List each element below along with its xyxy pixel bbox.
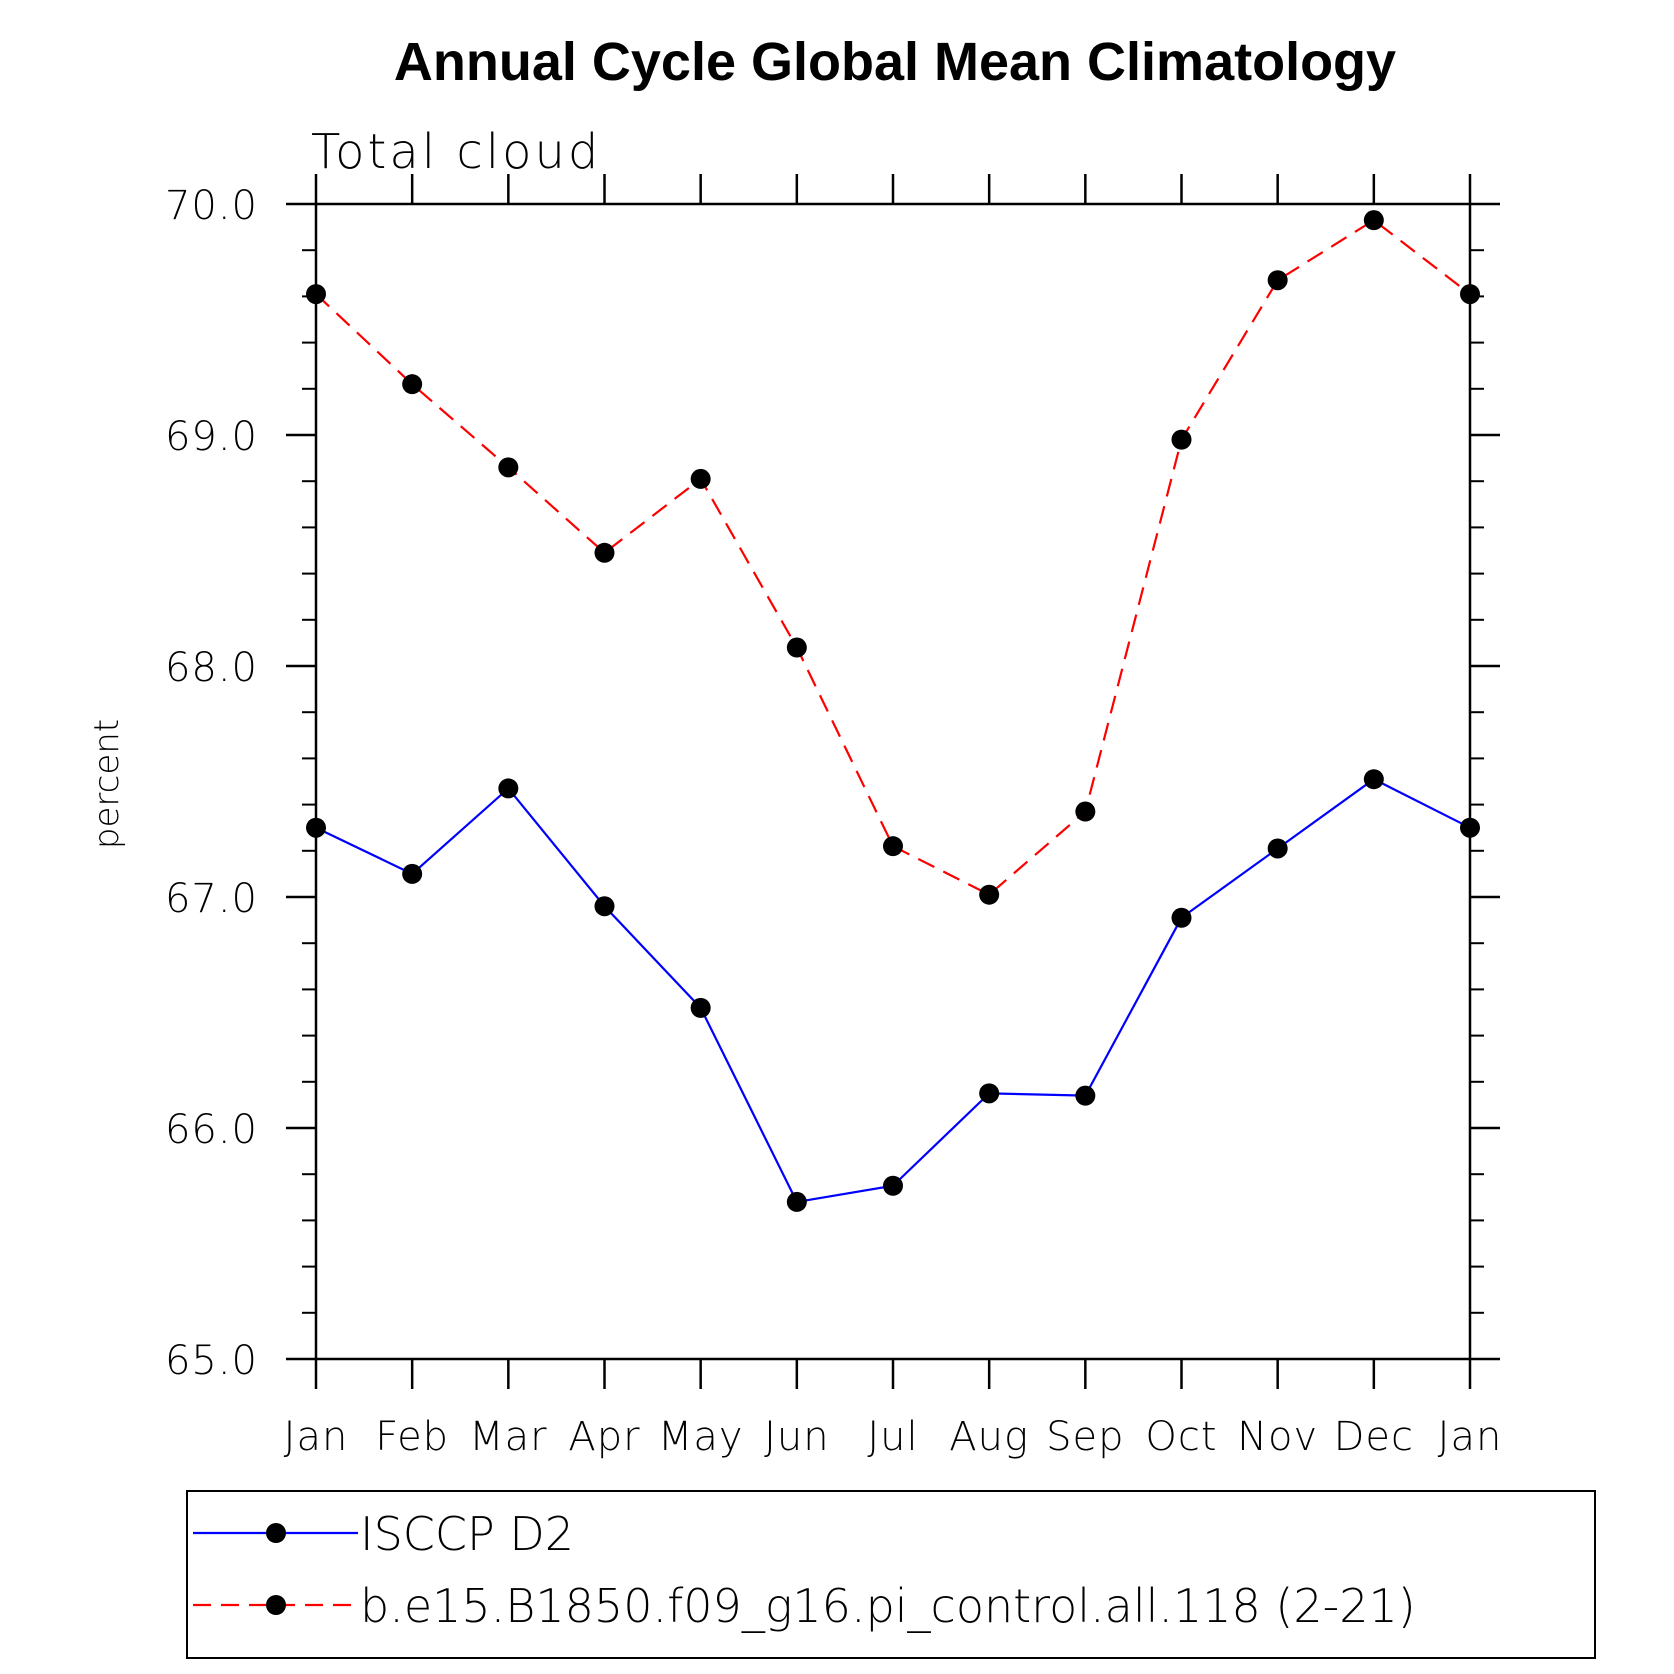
y-tick-label: 69.0: [165, 414, 258, 460]
series-1-point: [1075, 801, 1096, 822]
y-axis-label: percent: [87, 719, 127, 849]
legend-label-isccp: ISCCP D2: [360, 1507, 574, 1561]
x-tick-label: Apr: [568, 1414, 640, 1460]
series-0-point: [498, 778, 519, 799]
series-0-point: [786, 1191, 807, 1212]
series-0-point: [690, 997, 711, 1018]
x-tick-label: Jul: [867, 1414, 918, 1460]
x-tick-label: Jan: [1438, 1414, 1503, 1460]
x-tick-label: Aug: [949, 1414, 1029, 1460]
series-1-point: [690, 468, 711, 489]
series-1-point: [979, 884, 1000, 905]
x-tick-label: Jan: [284, 1414, 349, 1460]
series-0-point: [979, 1083, 1000, 1104]
plot-series: [306, 210, 1480, 1212]
legend-marker-isccp: [266, 1523, 286, 1543]
chart-title: Annual Cycle Global Mean Climatology: [394, 32, 1396, 92]
series-1-point: [498, 457, 519, 478]
x-tick-label: Oct: [1145, 1414, 1217, 1460]
series-0-point: [402, 863, 423, 884]
series-0-point: [1075, 1085, 1096, 1106]
y-tick-label: 65.0: [165, 1338, 258, 1384]
series-1-point: [594, 542, 615, 563]
plot-frame: [314, 202, 1472, 1361]
series-0-point: [594, 896, 615, 917]
series-0-point: [1267, 838, 1288, 859]
series-0-point: [1171, 907, 1192, 928]
series-1-point: [786, 637, 807, 658]
y-tick-label: 68.0: [165, 645, 258, 691]
x-tick-marks: [314, 174, 1472, 1389]
legend-label-model: b.e15.B1850.f09_g16.pi_control.all.118 (…: [360, 1579, 1416, 1633]
series-1-point: [883, 836, 903, 857]
x-tick-label: Mar: [469, 1414, 547, 1460]
x-tick-labels: Jan Feb Mar Apr May Jun Jul Aug Sep Oct Nov Dec Jan: [284, 1414, 1503, 1460]
series-0-point: [1363, 769, 1384, 790]
series-1-point: [1267, 270, 1288, 291]
y-tick-label: 67.0: [165, 876, 258, 922]
x-tick-label: Feb: [375, 1414, 449, 1460]
y-tick-label: 66.0: [165, 1107, 258, 1153]
series-1-point: [402, 374, 423, 395]
series-1-point: [1363, 210, 1384, 231]
y-tick-label: 70.0: [165, 183, 258, 229]
x-tick-label: Sep: [1046, 1414, 1124, 1460]
x-tick-label: Jun: [764, 1414, 830, 1460]
legend-marker-model: [266, 1595, 286, 1615]
series-line-1: [315, 218, 1471, 897]
chart-subtitle: Total cloud: [311, 124, 601, 180]
x-tick-label: Dec: [1334, 1414, 1414, 1460]
x-tick-label: May: [658, 1414, 744, 1460]
series-1-point: [1171, 429, 1192, 450]
x-tick-label: Nov: [1237, 1414, 1318, 1460]
y-tick-labels: 65.0 66.0 67.0 68.0 69.0 70.0: [165, 183, 258, 1384]
legend: ISCCP D2 b.e15.B1850.f09_g16.pi_control.…: [186, 1490, 1596, 1659]
legend-box: [186, 1490, 1596, 1659]
series-0-point: [883, 1175, 903, 1196]
